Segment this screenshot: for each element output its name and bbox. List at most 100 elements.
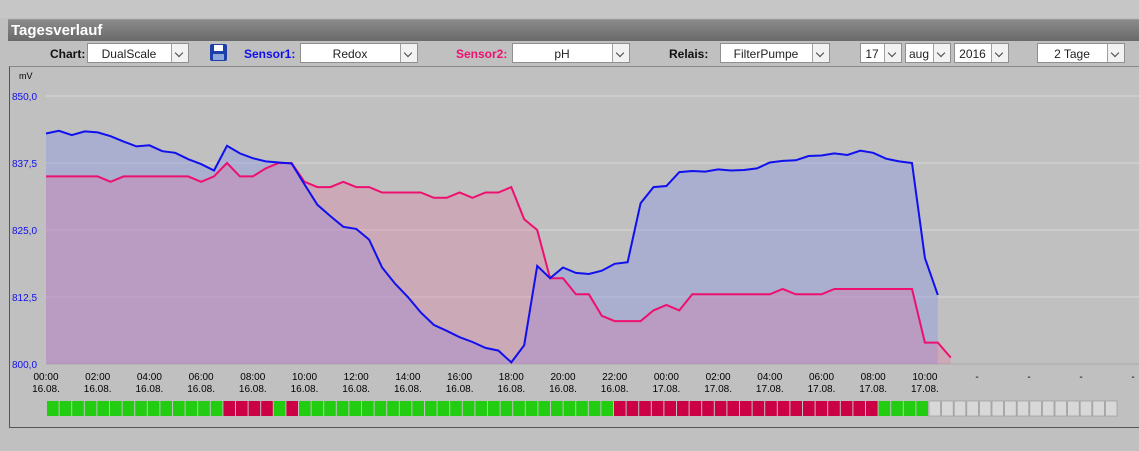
relay-cell-on: [588, 401, 601, 416]
relay-cell-none: [1004, 400, 1017, 417]
chevron-down-icon[interactable]: [400, 44, 417, 62]
chevron-down-icon[interactable]: [612, 44, 629, 62]
x-tick-time: 10:00: [292, 372, 317, 383]
relay-cell-off: [752, 401, 765, 416]
x-tick-extra: -: [1079, 372, 1082, 383]
relay-cell-off: [790, 401, 802, 416]
relay-cell-on: [110, 401, 122, 416]
relay-cell-off: [639, 401, 651, 416]
page-title: Tagesverlauf: [11, 22, 103, 39]
y-tick-label: 825,0: [12, 226, 37, 237]
relay-cell-off: [853, 401, 865, 416]
relay-cell-none: [1067, 400, 1080, 417]
relay-cell-on: [160, 401, 172, 416]
day-select-value: 17: [865, 47, 879, 61]
chevron-down-icon[interactable]: [1107, 44, 1124, 62]
relay-cell-none: [1042, 400, 1055, 417]
relay-cell-on: [273, 401, 286, 416]
x-tick-date: 16.08.: [446, 384, 474, 395]
relay-cell-on: [551, 401, 563, 416]
relay-cell-on: [173, 401, 185, 416]
x-tick-time: 14:00: [395, 372, 420, 383]
relay-cell-off: [740, 401, 752, 416]
relay-cell-on: [72, 401, 84, 416]
chevron-down-icon[interactable]: [991, 44, 1008, 62]
sensor1-line: [45, 129, 939, 364]
sensor2-select[interactable]: pH: [512, 43, 630, 63]
relais-select[interactable]: FilterPumpe: [720, 43, 830, 63]
x-tick-date: 17.08.: [808, 384, 836, 395]
relay-cell-off: [828, 401, 840, 416]
x-tick-time: 00:00: [654, 372, 679, 383]
x-tick-time: 18:00: [499, 372, 524, 383]
year-select-value: 2016: [959, 47, 986, 61]
relay-cell-on: [903, 401, 916, 416]
year-select[interactable]: 2016: [954, 43, 1009, 63]
chevron-down-icon[interactable]: [933, 44, 950, 62]
chevron-down-icon[interactable]: [812, 44, 829, 62]
range-select-value: 2 Tage: [1054, 47, 1090, 61]
range-select[interactable]: 2 Tage: [1037, 43, 1125, 63]
relay-cell-on: [916, 401, 928, 416]
relay-cell-on: [349, 401, 361, 416]
relay-cell-on: [878, 401, 891, 416]
top-strip: [0, 0, 1139, 18]
relais-select-value: FilterPumpe: [733, 47, 799, 61]
relay-cell-on: [122, 401, 135, 416]
sensor1-select-value: Redox: [332, 47, 368, 61]
relay-cell-none: [928, 400, 941, 417]
relais-label: Relais:: [669, 47, 709, 61]
x-tick-date: 17.08.: [911, 384, 939, 395]
relay-cell-none: [1029, 400, 1042, 417]
save-icon[interactable]: [210, 44, 227, 61]
relay-cell-off: [223, 401, 235, 416]
x-tick-time: 20:00: [550, 372, 575, 383]
x-tick-time: 12:00: [344, 372, 369, 383]
relay-cell-on: [488, 401, 500, 416]
x-tick-extra: -: [1131, 372, 1134, 383]
chevron-down-icon[interactable]: [171, 44, 188, 62]
relay-cell-on: [563, 401, 576, 416]
chart-select[interactable]: DualScale: [87, 43, 189, 63]
relay-cell-none: [1054, 400, 1067, 417]
relay-cell-on: [210, 401, 223, 416]
relay-cell-on: [425, 401, 437, 416]
relay-cell-off: [815, 401, 828, 416]
chart-panel: [9, 66, 1139, 428]
relay-cell-off: [286, 401, 298, 416]
chevron-down-icon[interactable]: [884, 44, 901, 62]
y-tick-label: 812,5: [12, 293, 37, 304]
x-tick-date: 17.08.: [756, 384, 784, 395]
x-tick-time: 08:00: [240, 372, 265, 383]
sensor1-select[interactable]: Redox: [300, 43, 418, 63]
relay-cell-on: [324, 401, 336, 416]
relay-cell-on: [601, 401, 613, 416]
y-tick-label: 800,0: [12, 360, 37, 371]
month-select[interactable]: aug: [905, 43, 951, 63]
relay-cell-off: [261, 401, 273, 416]
relay-cell-none: [941, 400, 954, 417]
relay-cell-none: [966, 400, 979, 417]
relay-cell-on: [185, 401, 198, 416]
chart-select-value: DualScale: [101, 47, 157, 61]
x-tick-time: 02:00: [706, 372, 731, 383]
x-tick-date: 16.08.: [601, 384, 629, 395]
sensor1-label: Sensor1:: [244, 47, 296, 61]
x-tick-date: 17.08.: [859, 384, 887, 395]
relay-cell-off: [664, 401, 676, 416]
x-tick-date: 16.08.: [239, 384, 267, 395]
day-select[interactable]: 17: [860, 43, 902, 63]
relay-cell-none: [1092, 400, 1105, 417]
relay-cell-off: [803, 401, 815, 416]
relay-cell-on: [437, 401, 450, 416]
relay-cell-on: [576, 401, 588, 416]
relay-cell-on: [462, 401, 475, 416]
relay-cell-on: [387, 401, 399, 416]
x-tick-date: 16.08.: [394, 384, 422, 395]
x-tick-time: 06:00: [809, 372, 834, 383]
relay-cell-off: [702, 401, 714, 416]
relay-cell-on: [336, 401, 349, 416]
chart-label: Chart:: [50, 47, 86, 61]
relay-cell-on: [135, 401, 147, 416]
sensor2-select-value: pH: [554, 47, 570, 61]
